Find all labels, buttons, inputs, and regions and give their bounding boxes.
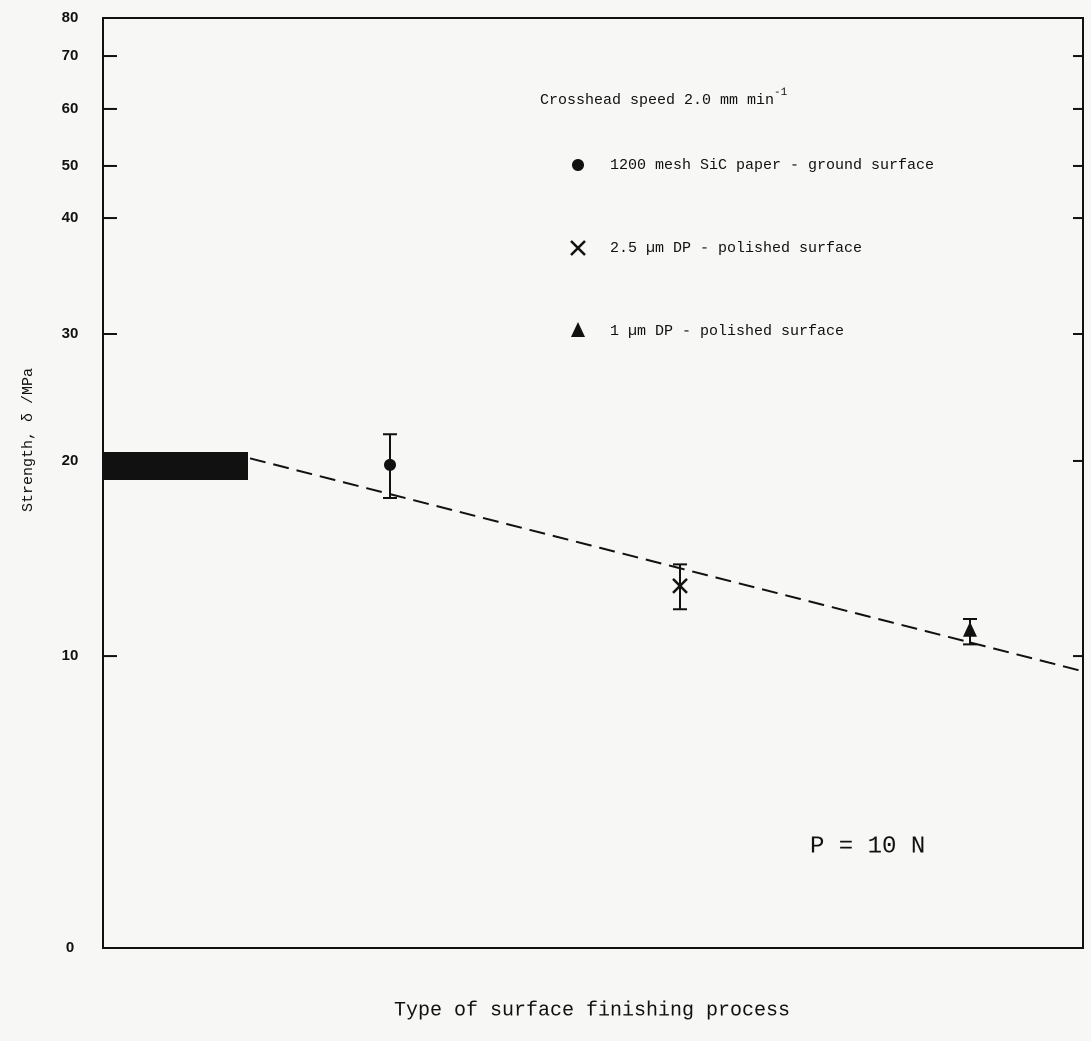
- point: [384, 459, 396, 471]
- legend-label: 2.5 µm DP - polished surface: [610, 240, 862, 257]
- legend-marker: [571, 322, 585, 337]
- y-tick-label: 60: [62, 100, 79, 117]
- y-tick-label: 70: [62, 47, 79, 64]
- y-tick-label: 10: [62, 647, 79, 664]
- legend-label: 1 µm DP - polished surface: [610, 323, 844, 340]
- y-tick-label: 50: [62, 157, 79, 174]
- point: [963, 622, 977, 637]
- annotation-text: Crosshead speed 2.0 mm min: [540, 92, 774, 109]
- y-tick-label: 0: [66, 939, 74, 956]
- legend-marker: [572, 159, 584, 171]
- chart: Type of surface finishing process Streng…: [0, 0, 1091, 1041]
- trend-extension: [250, 458, 390, 494]
- reference-band: [103, 452, 248, 480]
- y-tick-label: 20: [62, 452, 79, 469]
- annotation-sup: -1: [774, 87, 788, 99]
- y-tick-label: 40: [62, 209, 79, 226]
- x-axis-title: Type of surface finishing process: [394, 999, 790, 1022]
- trend-extension: [970, 642, 1083, 671]
- annotation: P = 10 N: [810, 833, 925, 860]
- legend-marker: [571, 241, 585, 255]
- annotation: Crosshead speed 2.0 mm min-1: [540, 87, 788, 109]
- y-tick-label: 30: [62, 325, 79, 342]
- y-axis-title: Strength, δ /MPa: [20, 368, 37, 512]
- plot-frame: [103, 18, 1083, 948]
- y-tick-label: 80: [62, 9, 79, 26]
- legend-label: 1200 mesh SiC paper - ground surface: [610, 157, 934, 174]
